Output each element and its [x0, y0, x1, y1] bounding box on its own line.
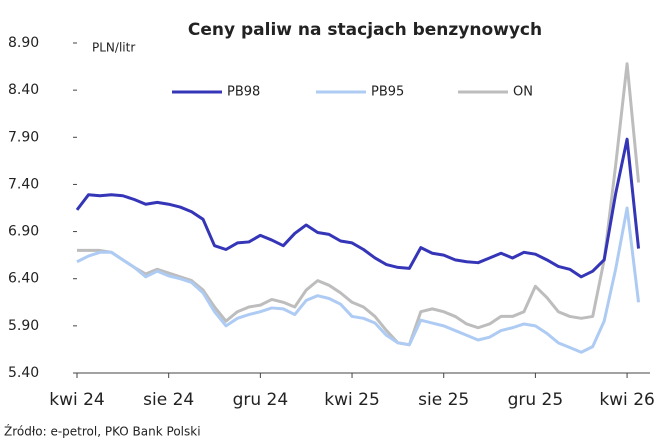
y-tick-label: 7.40 [8, 176, 39, 192]
y-tick-label: 6.90 [8, 224, 39, 240]
x-tick-label: gru 25 [508, 390, 564, 410]
legend-label: ON [513, 85, 533, 100]
y-tick-label: 7.90 [8, 129, 39, 145]
y-tick-label: 8.40 [8, 82, 39, 98]
legend-label: PB98 [227, 85, 260, 100]
y-axis-label: PLN/litr [92, 41, 135, 55]
x-tick-label: kwi 26 [599, 390, 655, 410]
x-tick-label: kwi 24 [49, 390, 105, 410]
series-line [76, 206, 641, 354]
y-tick-label: 5.90 [8, 318, 39, 334]
series-line [75, 137, 641, 279]
x-tick-label: sie 24 [143, 390, 194, 410]
x-tick-label: sie 25 [418, 390, 469, 410]
chart-title: Ceny paliw na stacjach benzynowych [188, 20, 542, 40]
legend-label: PB95 [371, 85, 404, 100]
source-note: Źródło: e-petrol, PKO Bank Polski [4, 424, 201, 439]
y-tick-label: 8.90 [8, 35, 39, 51]
x-tick-label: gru 24 [233, 390, 289, 410]
y-tick-label: 5.40 [8, 365, 39, 381]
y-tick-label: 6.40 [8, 271, 39, 287]
series-line [77, 62, 641, 347]
x-tick-label: kwi 25 [324, 390, 380, 410]
